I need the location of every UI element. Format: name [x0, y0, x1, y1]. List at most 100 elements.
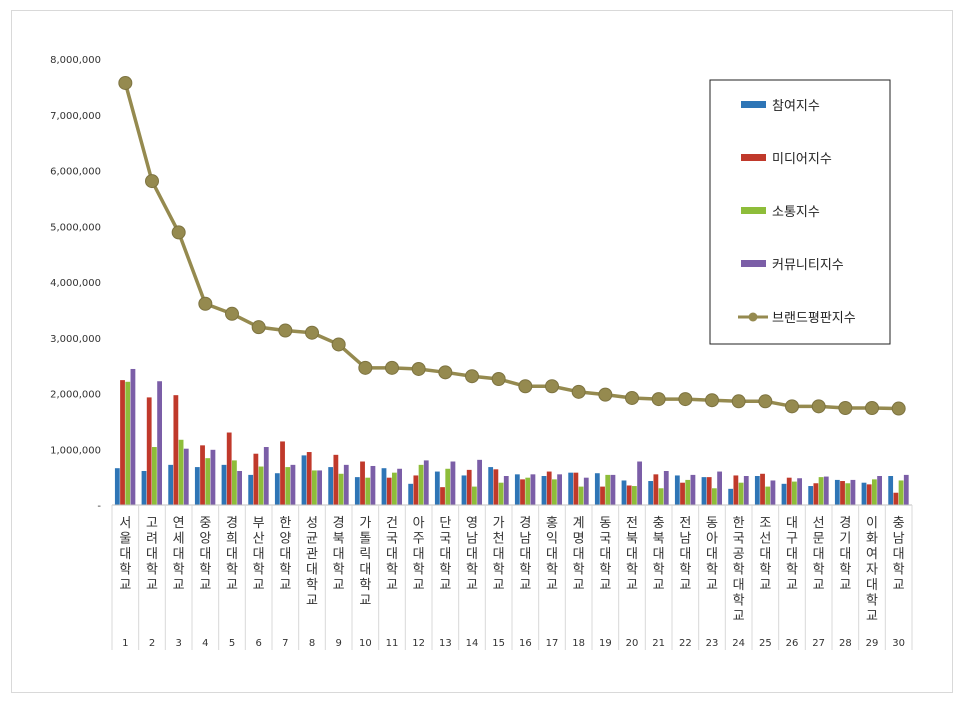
y-tick-label: 8,000,000: [50, 55, 101, 66]
legend-swatch: [741, 154, 766, 161]
x-rank-label: 18: [572, 638, 585, 649]
bar: [525, 477, 531, 505]
bar: [354, 477, 360, 505]
y-tick-label: -: [97, 501, 101, 512]
bar: [445, 468, 451, 505]
y-tick-label: 7,000,000: [50, 111, 101, 122]
bar: [381, 468, 387, 505]
legend-marker: [748, 312, 758, 322]
bar: [743, 476, 749, 505]
x-rank-label: 3: [175, 638, 181, 649]
x-rank-label: 22: [679, 638, 692, 649]
bar: [594, 473, 600, 505]
y-tick-label: 4,000,000: [50, 278, 101, 289]
bar: [600, 486, 605, 505]
bar: [754, 476, 760, 505]
bar: [477, 459, 482, 505]
bar: [765, 486, 771, 505]
bar-series-group: [114, 368, 909, 505]
bar: [680, 482, 685, 505]
bar: [360, 461, 365, 505]
line-point: [118, 75, 133, 90]
bar: [232, 460, 237, 505]
bar: [840, 481, 845, 505]
bar: [728, 488, 734, 505]
bar: [472, 486, 477, 505]
x-rank-label: 24: [732, 638, 745, 649]
bar: [274, 473, 280, 505]
bar: [503, 476, 509, 505]
y-axis: - 1,000,000 2,000,000 3,000,000 4,000,000 5,0…: [50, 55, 101, 512]
bar: [792, 481, 797, 505]
bar: [130, 368, 136, 505]
x-rank-label: 25: [759, 638, 772, 649]
bar: [365, 477, 371, 505]
legend-entry-label: 커뮤니티지수: [772, 258, 844, 273]
bar: [877, 476, 882, 505]
bar: [690, 474, 696, 505]
bar: [866, 484, 872, 505]
line-point: [145, 174, 159, 189]
x-rank-label: 30: [892, 638, 905, 649]
bar: [205, 458, 211, 505]
x-rank-label: 19: [599, 638, 612, 649]
bar: [418, 464, 424, 505]
x-rank-label: 9: [335, 638, 341, 649]
bar: [658, 488, 664, 505]
legend-swatch: [741, 101, 766, 108]
line-point: [518, 379, 533, 394]
bar: [194, 467, 200, 505]
bar: [301, 455, 307, 505]
x-rank-label: 14: [466, 638, 479, 649]
bar: [221, 464, 227, 505]
bar: [872, 479, 877, 505]
bar: [423, 460, 429, 505]
line-point: [678, 392, 693, 407]
bar: [461, 475, 467, 505]
x-rank-label: 13: [439, 638, 452, 649]
line-series-group: [118, 75, 906, 416]
chart-frame: [11, 10, 953, 693]
bar: [312, 470, 317, 505]
line-point: [278, 323, 293, 338]
bar: [818, 477, 824, 505]
line-point: [545, 379, 559, 394]
bar: [178, 439, 184, 505]
bar: [413, 475, 419, 505]
bar: [141, 470, 147, 505]
bar: [888, 476, 894, 505]
bar: [168, 464, 174, 505]
x-rank-label: 20: [626, 638, 639, 649]
bar: [343, 464, 349, 505]
bar: [808, 486, 814, 505]
bar: [253, 453, 259, 505]
x-rank-label: 16: [519, 638, 532, 649]
bar: [850, 479, 856, 505]
x-rank-label: 5: [229, 638, 235, 649]
bar: [488, 467, 494, 505]
bar: [520, 479, 525, 505]
legend-entry-label: 참여지수: [772, 99, 820, 114]
x-axis: 서 울 대 학 교 1 고 려 대 학 교 2 연 세 대 학 교 3 중 앙 대 학 교 4 경 희 대 학 교 5 부 산 대 학 교 6 한 양 대 학…: [111, 504, 913, 650]
bar: [328, 467, 334, 505]
bar: [637, 461, 642, 505]
bar: [392, 472, 397, 505]
